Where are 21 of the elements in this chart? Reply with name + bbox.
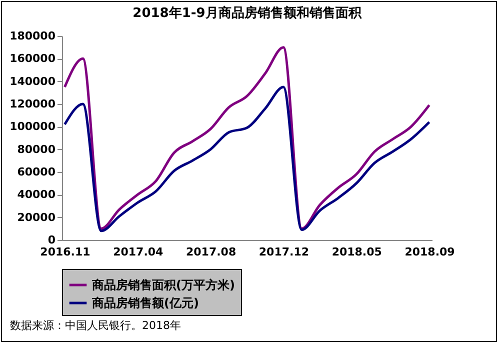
y-tick-label: 20000 [17,210,56,224]
y-tick-label: 140000 [10,74,56,88]
legend-label: 商品房销售额(亿元) [91,296,199,310]
y-tick-label: 100000 [10,120,56,134]
x-tick-label: 2017.08 [186,246,236,258]
legend-label: 商品房销售面积(万平方米) [91,278,235,292]
x-tick-label: 2018.09 [404,246,455,258]
y-tick-label: 120000 [10,98,56,110]
y-tick-label: 180000 [10,30,56,42]
chart-title: 2018年1-9月商品房销售额和销售面积 [132,5,362,21]
y-tick-label: 40000 [17,188,56,202]
x-tick-label: 2017.04 [113,246,164,258]
y-tick-label: 60000 [17,166,56,178]
y-tick-label: 80000 [17,142,56,156]
y-tick-label: 0 [48,234,56,246]
x-tick-label: 2016.11 [40,246,90,258]
x-tick-label: 2017.12 [258,246,310,258]
x-tick-label: 2018.05 [332,246,382,258]
source-note: 数据来源：中国人民银行。2018年 [10,318,181,333]
y-tick-label: 160000 [10,52,56,66]
line-series [63,86,431,232]
